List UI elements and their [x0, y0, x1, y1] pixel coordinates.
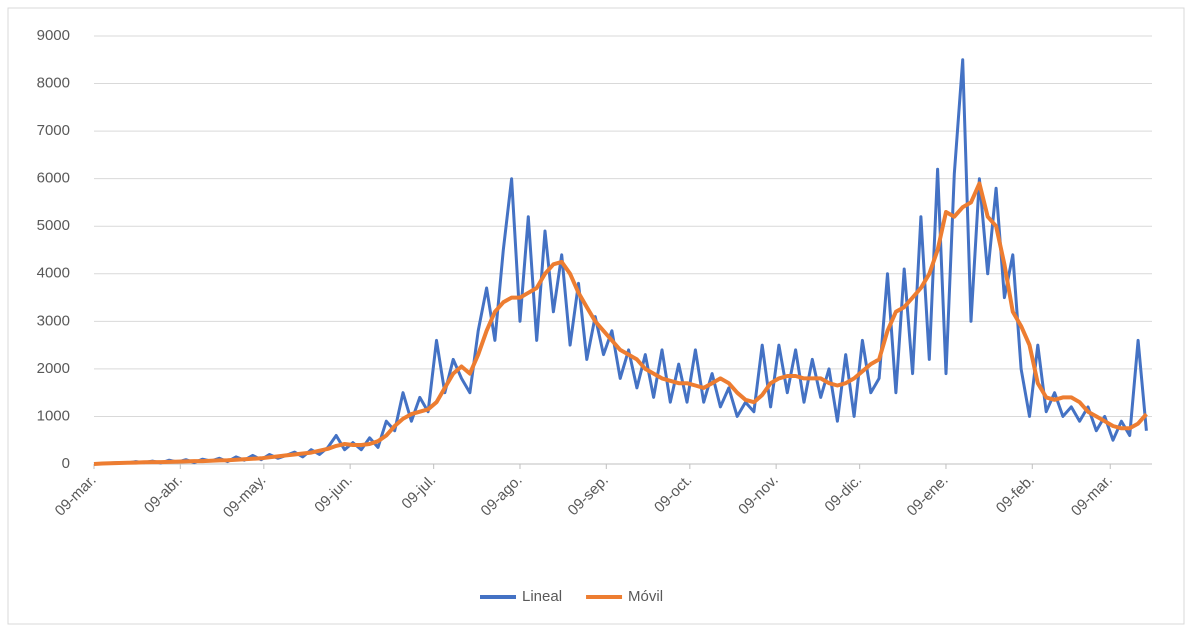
y-tick-label: 2000: [37, 360, 70, 377]
y-tick-label: 9000: [37, 27, 70, 44]
legend-label: Lineal: [522, 588, 562, 605]
legend-label: Móvil: [628, 588, 663, 605]
y-tick-label: 4000: [37, 265, 70, 282]
y-tick-label: 7000: [37, 122, 70, 139]
y-tick-label: 1000: [37, 407, 70, 424]
y-tick-label: 0: [62, 455, 70, 472]
y-tick-label: 3000: [37, 312, 70, 329]
series-line: [93, 181, 1148, 466]
y-tick-label: 6000: [37, 170, 70, 187]
series-line: [93, 58, 1148, 466]
y-tick-label: 5000: [37, 217, 70, 234]
y-tick-label: 8000: [37, 75, 70, 92]
